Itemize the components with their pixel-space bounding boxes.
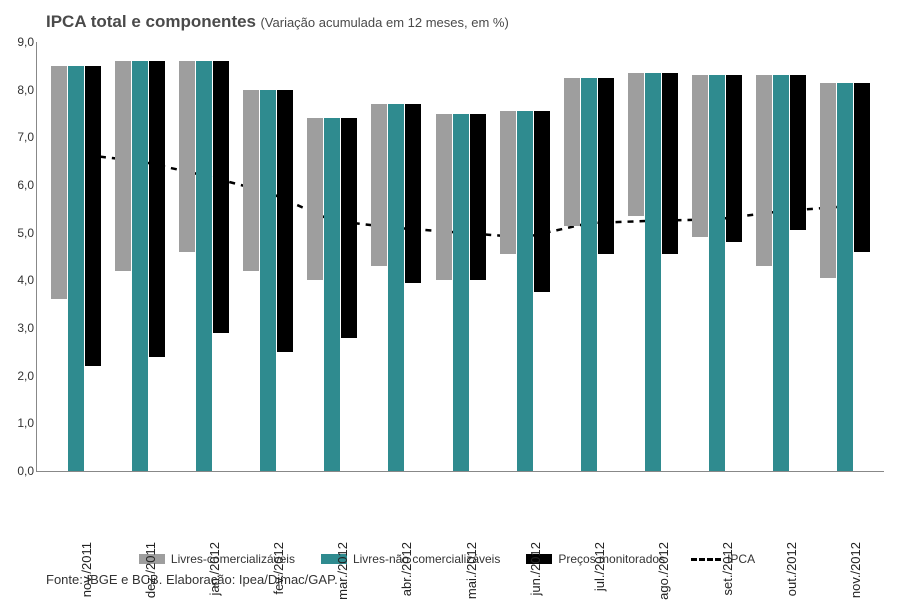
x-tick-label: jun./2012	[528, 542, 543, 596]
bar	[115, 61, 131, 271]
legend-dash-icon	[691, 558, 721, 561]
bar-group	[179, 61, 229, 471]
bar-group	[115, 61, 165, 471]
bar	[709, 75, 725, 471]
bar	[517, 111, 533, 471]
y-tick-label: 6,0	[17, 178, 34, 192]
chart-area: 0,01,02,03,04,05,06,07,08,09,0	[36, 42, 884, 472]
bar-group	[692, 75, 742, 471]
y-tick-label: 0,0	[17, 464, 34, 478]
bar-group	[243, 90, 293, 471]
legend: Livres-comercializáveisLivres-não comerc…	[10, 552, 884, 566]
bar	[132, 61, 148, 471]
bar-group	[371, 104, 421, 471]
bar	[773, 75, 789, 471]
y-tick-label: 3,0	[17, 321, 34, 335]
y-tick-label: 7,0	[17, 130, 34, 144]
bar	[534, 111, 550, 292]
plot-area	[36, 42, 884, 472]
bar	[790, 75, 806, 230]
y-tick-label: 4,0	[17, 273, 34, 287]
y-tick-label: 9,0	[17, 35, 34, 49]
bar	[453, 114, 469, 472]
bar	[405, 104, 421, 283]
bar	[436, 114, 452, 281]
bar	[68, 66, 84, 471]
bar	[324, 118, 340, 471]
bar-group	[307, 118, 357, 471]
y-tick-label: 8,0	[17, 83, 34, 97]
bar	[756, 75, 772, 266]
bar-group	[756, 75, 806, 471]
title-sub: (Variação acumulada em 12 meses, em %)	[260, 15, 508, 30]
x-tick-label: set./2012	[720, 542, 735, 596]
bar-group	[500, 111, 550, 471]
bar	[179, 61, 195, 252]
bar	[85, 66, 101, 366]
x-tick-label: out./2012	[784, 542, 799, 596]
bar	[260, 90, 276, 471]
bar	[388, 104, 404, 471]
y-tick-label: 1,0	[17, 416, 34, 430]
bar	[581, 78, 597, 471]
bar	[277, 90, 293, 352]
bar	[645, 73, 661, 471]
bar-group	[436, 114, 486, 472]
bar-group	[820, 83, 870, 471]
bar	[213, 61, 229, 333]
bar	[628, 73, 644, 216]
bar	[564, 78, 580, 226]
x-tick-label: nov./2011	[79, 542, 94, 597]
y-axis: 0,01,02,03,04,05,06,07,08,09,0	[10, 42, 36, 472]
bar	[51, 66, 67, 300]
bar	[820, 83, 836, 278]
bar	[470, 114, 486, 281]
bar	[341, 118, 357, 337]
bar	[196, 61, 212, 471]
bar	[692, 75, 708, 237]
bar-group	[628, 73, 678, 471]
x-tick-label: fev./2012	[271, 542, 286, 595]
legend-label: Preços monitorados	[558, 552, 665, 566]
bar	[854, 83, 870, 252]
x-axis-labels: nov./2011dez./2011jan./2012fev./2012mar.…	[36, 472, 884, 548]
bar	[837, 83, 853, 471]
title-main: IPCA total e componentes	[46, 12, 256, 31]
x-tick-label: dez./2011	[143, 542, 158, 598]
bar	[307, 118, 323, 280]
x-tick-label: jan./2012	[207, 542, 222, 596]
x-tick-label: nov./2012	[848, 542, 863, 598]
bar	[149, 61, 165, 357]
bar-group	[564, 78, 614, 471]
x-tick-label: mar./2012	[335, 542, 350, 600]
x-tick-label: mai./2012	[464, 542, 479, 599]
bar	[726, 75, 742, 242]
y-tick-label: 5,0	[17, 226, 34, 240]
bar	[371, 104, 387, 266]
x-tick-label: jul./2012	[592, 542, 607, 591]
bar	[500, 111, 516, 254]
x-tick-label: abr./2012	[399, 542, 414, 596]
bar	[662, 73, 678, 254]
bar	[243, 90, 259, 271]
bar-group	[51, 66, 101, 471]
bar	[598, 78, 614, 254]
x-tick-label: ago./2012	[656, 542, 671, 600]
y-tick-label: 2,0	[17, 369, 34, 383]
chart-title: IPCA total e componentes (Variação acumu…	[46, 12, 884, 32]
